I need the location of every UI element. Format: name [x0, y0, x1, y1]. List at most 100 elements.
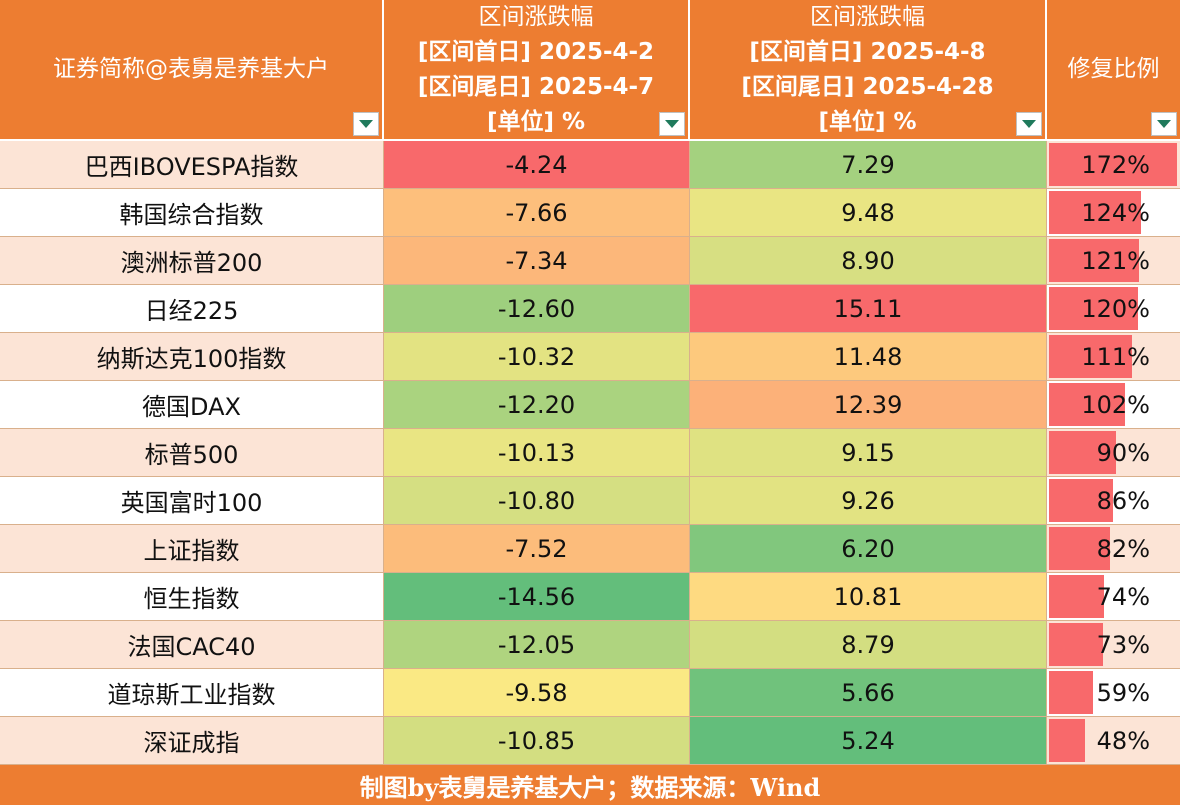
change-period1-cell[interactable]: -10.32: [384, 333, 690, 381]
ratio-header: 修复比例: [1047, 0, 1180, 141]
change-period2-cell[interactable]: 5.24: [690, 717, 1047, 765]
change-period2-cell[interactable]: 9.15: [690, 429, 1047, 477]
ratio-value: 86%: [1096, 486, 1150, 515]
change-period1-cell[interactable]: -14.56: [384, 573, 690, 621]
header-line: [单位] %: [818, 108, 917, 135]
footer-text: 制图by表舅是养基大户；数据来源：Wind: [359, 772, 821, 802]
security-name-cell[interactable]: 道琼斯工业指数: [0, 669, 384, 717]
security-name-cell[interactable]: 德国DAX: [0, 381, 384, 429]
ratio-data-bar: [1049, 191, 1141, 234]
security-name-cell[interactable]: 日经225: [0, 285, 384, 333]
change-period1-cell[interactable]: -7.66: [384, 189, 690, 237]
change-period1-cell[interactable]: -10.13: [384, 429, 690, 477]
repair-ratio-cell[interactable]: 48%: [1047, 717, 1180, 765]
ratio-data-bar: [1049, 527, 1110, 570]
header-line: [区间首日] 2025-4-8: [749, 38, 986, 65]
ratio-data-bar: [1049, 431, 1116, 474]
ratio-data-bar: [1049, 335, 1132, 378]
ratio-value: 73%: [1096, 630, 1150, 659]
change-period1-cell[interactable]: -9.58: [384, 669, 690, 717]
ratio-value: 120%: [1081, 294, 1150, 323]
security-name-cell[interactable]: 英国富时100: [0, 477, 384, 525]
ratio-value: 102%: [1081, 390, 1150, 419]
header-line: [单位] %: [486, 108, 586, 135]
name-header: 证券简称@表舅是养基大户: [0, 0, 384, 141]
ratio-data-bar: [1049, 623, 1103, 666]
ratio-data-bar: [1049, 143, 1177, 186]
ratio-data-bar: [1049, 239, 1139, 282]
change-period1-cell[interactable]: -7.52: [384, 525, 690, 573]
change-period2-cell[interactable]: 12.39: [690, 381, 1047, 429]
data-table: 证券简称@表舅是养基大户 区间涨跌幅 [区间首日] 2025-4-2 [区间尾日] 2…: [0, 0, 1180, 765]
ratio-value: 59%: [1096, 678, 1150, 707]
header-line: 区间涨跌幅: [478, 3, 594, 30]
change-period1-cell[interactable]: -10.80: [384, 477, 690, 525]
repair-ratio-cell[interactable]: 111%: [1047, 333, 1180, 381]
ratio-data-bar: [1049, 719, 1085, 762]
header-line: [区间首日] 2025-4-2: [417, 38, 655, 65]
change-period2-header: 区间涨跌幅 [区间首日] 2025-4-8 [区间尾日] 2025-4-28 [单位]…: [690, 0, 1047, 141]
change-period1-cell[interactable]: -12.60: [384, 285, 690, 333]
repair-ratio-cell[interactable]: 74%: [1047, 573, 1180, 621]
filter-dropdown-button[interactable]: [1151, 112, 1177, 136]
change-period2-cell[interactable]: 7.29: [690, 141, 1047, 189]
header-line: [区间尾日] 2025-4-7: [417, 73, 655, 100]
change-period1-cell[interactable]: -10.85: [384, 717, 690, 765]
ratio-data-bar: [1049, 575, 1104, 618]
security-name-cell[interactable]: 上证指数: [0, 525, 384, 573]
security-name-cell[interactable]: 巴西IBOVESPA指数: [0, 141, 384, 189]
repair-ratio-cell[interactable]: 86%: [1047, 477, 1180, 525]
filter-dropdown-button[interactable]: [659, 112, 685, 136]
change-period1-cell[interactable]: -4.24: [384, 141, 690, 189]
repair-ratio-cell[interactable]: 82%: [1047, 525, 1180, 573]
security-name-cell[interactable]: 恒生指数: [0, 573, 384, 621]
change-period1-cell[interactable]: -12.05: [384, 621, 690, 669]
ratio-value: 48%: [1096, 726, 1150, 755]
repair-ratio-cell[interactable]: 90%: [1047, 429, 1180, 477]
change-period2-cell[interactable]: 6.20: [690, 525, 1047, 573]
change-period2-cell[interactable]: 8.90: [690, 237, 1047, 285]
security-name-cell[interactable]: 法国CAC40: [0, 621, 384, 669]
change-period1-cell[interactable]: -7.34: [384, 237, 690, 285]
repair-ratio-cell[interactable]: 102%: [1047, 381, 1180, 429]
change-period2-cell[interactable]: 5.66: [690, 669, 1047, 717]
ratio-value: 124%: [1081, 198, 1150, 227]
change-period2-cell[interactable]: 11.48: [690, 333, 1047, 381]
change-period2-cell[interactable]: 8.79: [690, 621, 1047, 669]
header-line: 修复比例: [1067, 56, 1160, 82]
change-period2-cell[interactable]: 10.81: [690, 573, 1047, 621]
filter-dropdown-button[interactable]: [353, 112, 379, 136]
security-name-cell[interactable]: 纳斯达克100指数: [0, 333, 384, 381]
ratio-data-bar: [1049, 383, 1125, 426]
ratio-value: 82%: [1096, 534, 1150, 563]
ratio-data-bar: [1049, 287, 1138, 330]
security-name-cell[interactable]: 澳洲标普200: [0, 237, 384, 285]
change-period2-cell[interactable]: 9.48: [690, 189, 1047, 237]
ratio-value: 90%: [1096, 438, 1150, 467]
change-period1-cell[interactable]: -12.20: [384, 381, 690, 429]
security-name-cell[interactable]: 韩国综合指数: [0, 189, 384, 237]
header-line: 区间涨跌幅: [810, 3, 925, 30]
dropdown-triangle-icon: [1157, 119, 1171, 128]
repair-ratio-cell[interactable]: 172%: [1047, 141, 1180, 189]
dropdown-triangle-icon: [359, 119, 373, 128]
repair-ratio-cell[interactable]: 73%: [1047, 621, 1180, 669]
header-line: 证券简称@表舅是养基大户: [53, 56, 329, 82]
dropdown-triangle-icon: [665, 119, 679, 128]
header-line: [区间尾日] 2025-4-28: [741, 73, 994, 100]
ratio-value: 121%: [1081, 246, 1150, 275]
security-name-cell[interactable]: 标普500: [0, 429, 384, 477]
change-period1-header: 区间涨跌幅 [区间首日] 2025-4-2 [区间尾日] 2025-4-7 [单位] …: [384, 0, 690, 141]
ratio-data-bar: [1049, 479, 1113, 522]
ratio-value: 74%: [1096, 582, 1150, 611]
repair-ratio-cell[interactable]: 120%: [1047, 285, 1180, 333]
repair-ratio-cell[interactable]: 59%: [1047, 669, 1180, 717]
ratio-value: 172%: [1081, 150, 1150, 179]
repair-ratio-cell[interactable]: 121%: [1047, 237, 1180, 285]
repair-ratio-cell[interactable]: 124%: [1047, 189, 1180, 237]
security-name-cell[interactable]: 深证成指: [0, 717, 384, 765]
change-period2-cell[interactable]: 15.11: [690, 285, 1047, 333]
change-period2-cell[interactable]: 9.26: [690, 477, 1047, 525]
filter-dropdown-button[interactable]: [1016, 112, 1042, 136]
